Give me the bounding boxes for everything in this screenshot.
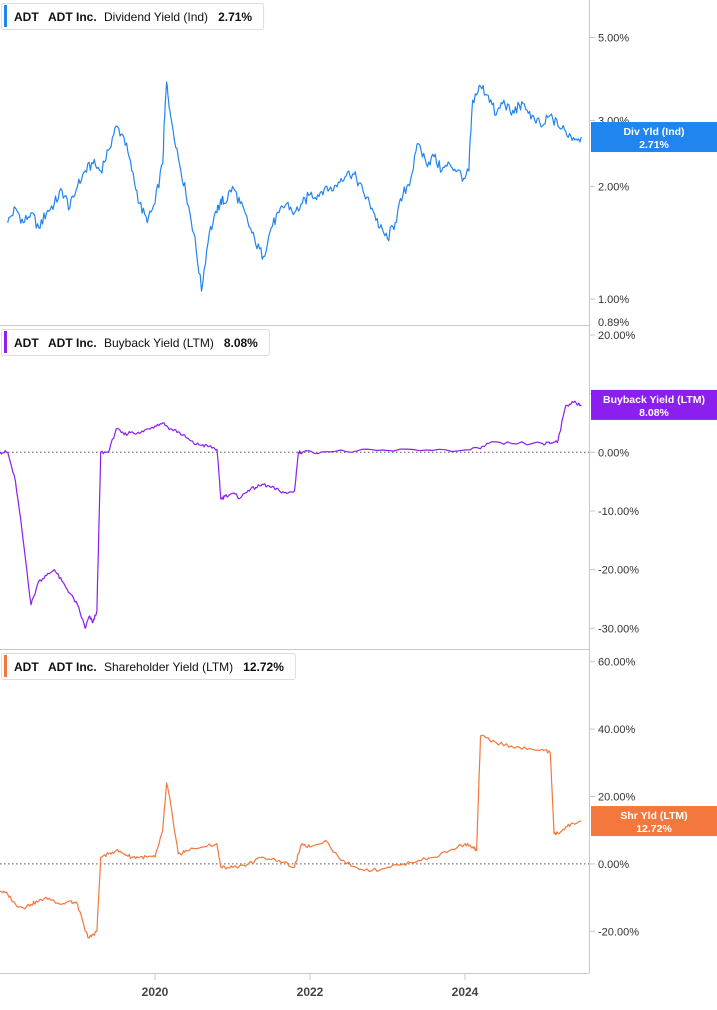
legend-header: ADT ADT Inc. Dividend Yield (Ind) 2.71% xyxy=(2,4,264,30)
y-tick-label: 60.00% xyxy=(598,657,636,669)
y-tick-label: 2.00% xyxy=(598,181,629,193)
legend-company: ADT Inc. xyxy=(48,660,97,674)
value-badge-label: Shr Yld (LTM) xyxy=(620,810,687,822)
x-tick-label: 2024 xyxy=(452,985,479,999)
legend-color-bar xyxy=(4,655,7,677)
value-badge: Shr Yld (LTM)12.72% xyxy=(591,806,717,836)
legend-header: ADT ADT Inc. Shareholder Yield (LTM) 12.72% xyxy=(2,654,296,680)
legend-ticker: ADT xyxy=(14,336,39,350)
value-badge: Buyback Yield (LTM)8.08% xyxy=(591,390,717,420)
y-tick-label: 0.00% xyxy=(598,859,629,871)
y-tick-label: 5.00% xyxy=(598,32,629,44)
legend-ticker: ADT xyxy=(14,10,39,24)
y-tick-label: 0.00% xyxy=(598,447,629,459)
y-tick-label: 20.00% xyxy=(598,330,636,342)
legend-metric: Shareholder Yield (LTM) xyxy=(104,660,233,674)
legend-metric: Buyback Yield (LTM) xyxy=(104,336,214,350)
legend-metric: Dividend Yield (Ind) xyxy=(104,10,208,24)
legend-value: 12.72% xyxy=(243,660,284,674)
legend-company: ADT Inc. xyxy=(48,336,97,350)
y-min-label: 0.89% xyxy=(598,317,629,329)
legend-value: 8.08% xyxy=(224,336,258,350)
value-badge-label: Div Yld (Ind) xyxy=(623,126,684,138)
legend-color-bar xyxy=(4,5,7,27)
legend-company: ADT Inc. xyxy=(48,10,97,24)
y-tick-label: 40.00% xyxy=(598,724,636,736)
y-tick-label: -20.00% xyxy=(598,926,639,938)
y-tick-label: 20.00% xyxy=(598,792,636,804)
x-tick-label: 2020 xyxy=(142,985,169,999)
value-badge-label: Buyback Yield (LTM) xyxy=(603,394,705,406)
legend-ticker: ADT xyxy=(14,660,39,674)
value-badge: Div Yld (Ind)2.71% xyxy=(591,122,717,152)
x-tick-label: 2022 xyxy=(297,985,324,999)
value-badge-value: 12.72% xyxy=(636,823,672,835)
y-tick-label: -10.00% xyxy=(598,506,639,518)
y-tick-label: -30.00% xyxy=(598,623,639,635)
value-badge-value: 2.71% xyxy=(639,139,669,151)
y-tick-label: -20.00% xyxy=(598,565,639,577)
value-badge-value: 8.08% xyxy=(639,407,669,419)
y-tick-label: 1.00% xyxy=(598,294,629,306)
legend-color-bar xyxy=(4,331,7,353)
legend-value: 2.71% xyxy=(218,10,252,24)
legend-header: ADT ADT Inc. Buyback Yield (LTM) 8.08% xyxy=(2,330,270,356)
